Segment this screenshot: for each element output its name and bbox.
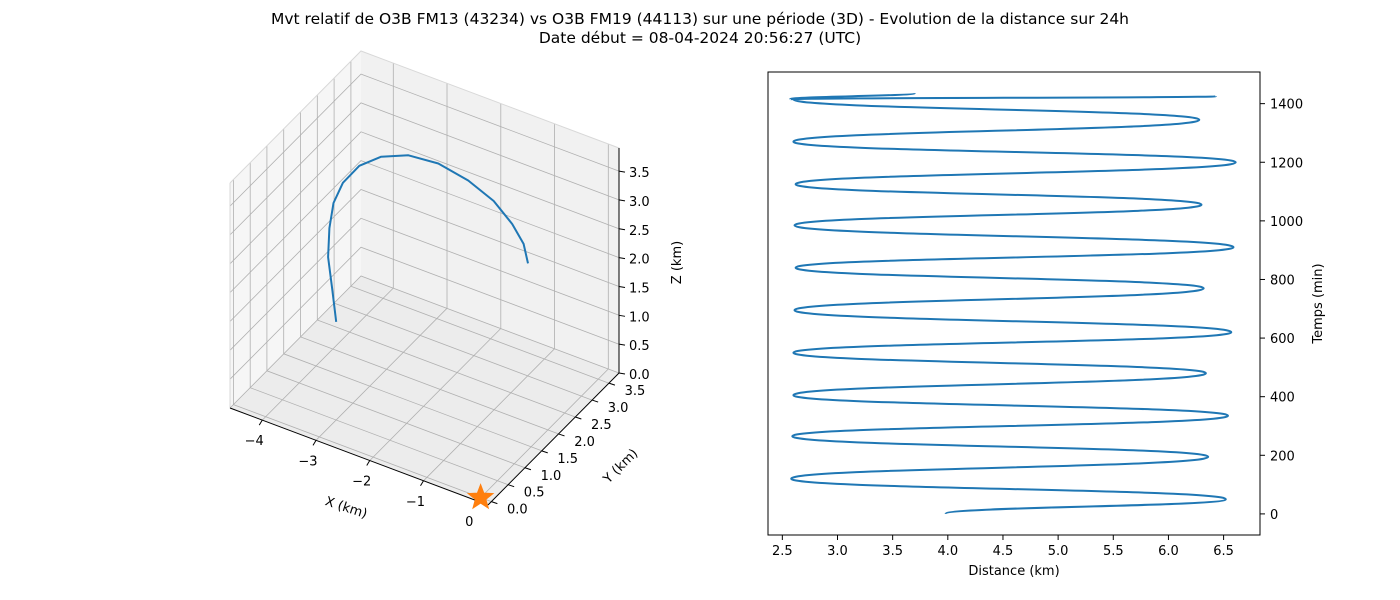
grid-line-z [229, 275, 620, 409]
y-tick-label: 1000 [1270, 215, 1303, 230]
y-tick-label: 2.0 [574, 435, 595, 450]
grid-line-z [229, 160, 620, 293]
grid-line-z [229, 131, 620, 265]
y-tick-label: 1400 [1270, 98, 1303, 113]
y-tick-label: 3.5 [625, 384, 646, 399]
x-tick-label: −4 [245, 434, 264, 449]
y-tick [591, 399, 599, 403]
y-tick-label: 800 [1270, 273, 1295, 288]
x-tick-label: 2.5 [772, 544, 793, 559]
y-tick [507, 484, 515, 488]
z-tick [618, 314, 626, 317]
z-tick-label: 2.0 [629, 253, 650, 268]
figure-subtitle: Date début = 08-04-2024 20:56:27 (UTC) [538, 29, 862, 47]
z-tick [618, 257, 626, 260]
grid-line-z [229, 217, 620, 351]
x-tick-label: 6.0 [1158, 544, 1179, 559]
x-tick-label: −2 [352, 475, 371, 490]
y-tick [558, 433, 565, 437]
y-tick-label: 400 [1270, 391, 1295, 406]
x-tick-label: 4.0 [937, 544, 958, 559]
x-tick-label: −1 [406, 495, 425, 510]
z-tick-label: 2.5 [629, 224, 650, 239]
z-tick [618, 199, 626, 202]
x-tick-label: 4.5 [993, 544, 1014, 559]
z-tick-label: 1.5 [629, 281, 650, 296]
x-axis-line [229, 407, 489, 506]
x-tick-label: 5.0 [1048, 544, 1069, 559]
x-tick-label: 3.5 [882, 544, 903, 559]
grid-line-z [229, 189, 620, 322]
plot-frame [767, 71, 1261, 536]
series-line-3d [327, 154, 529, 323]
y-tick-label: 0.5 [524, 486, 545, 501]
chart-2d: 2.5 3.0 3.5 4.0 4.5 5.0 5.5 6.0 6.5 0 200 400 600 800… [767, 71, 1326, 579]
y-tick-label: 0 [1270, 508, 1278, 523]
x-tick [366, 460, 371, 466]
x-tick [312, 440, 317, 446]
y-tick [491, 501, 498, 505]
grid-line-z [229, 246, 620, 380]
z-tick [618, 343, 626, 346]
z-tick-label: 0.0 [629, 368, 650, 383]
z-tick-label: 3.0 [629, 195, 650, 210]
chart-3d: −4−3−2−100.00.51.01.52.02.53.03.50.00.51… [229, 50, 685, 530]
distance-series-line [789, 92, 1237, 515]
y-axis-label: Temps (min) [1311, 263, 1326, 344]
origin-star-marker [466, 483, 495, 510]
z-tick-label: 1.0 [629, 310, 650, 325]
x-tick [420, 480, 424, 487]
y-tick-label: 1.0 [541, 469, 562, 484]
z-tick-label: 3.5 [629, 166, 650, 181]
x-tick [258, 419, 263, 426]
y-axis-label: Y (km) [600, 446, 641, 487]
y-axis-line [487, 372, 620, 506]
floor-pane [230, 276, 619, 505]
x-axis-label: X (km) [323, 494, 369, 522]
y-tick-label: 1.5 [557, 452, 578, 467]
y-tick-label: 1200 [1270, 156, 1303, 171]
y-tick [524, 467, 532, 471]
y-tick-label: 3.0 [608, 401, 629, 416]
x-tick-label: 3.0 [827, 544, 848, 559]
y-tick-label: 0.0 [507, 503, 528, 518]
figure-title: Mvt relatif de O3B FM13 (43234) vs O3B F… [270, 10, 1130, 28]
y-tick-label: 200 [1270, 449, 1295, 464]
x-tick-label: 0 [465, 515, 473, 530]
z-tick-label: 0.5 [629, 339, 650, 354]
z-tick [618, 228, 626, 231]
z-tick [618, 372, 626, 375]
x-axis-label: Distance (km) [968, 564, 1059, 579]
y-tick-label: 2.5 [591, 418, 612, 433]
x-tick-label: 5.5 [1103, 544, 1124, 559]
grid-line-z [229, 102, 620, 236]
x-tick-label: 6.5 [1213, 544, 1234, 559]
y-tick [608, 382, 616, 386]
y-tick [575, 416, 582, 420]
z-tick [618, 170, 626, 173]
z-axis-label: Z (km) [670, 241, 685, 284]
y-tick-label: 600 [1270, 332, 1295, 347]
left-pane [230, 51, 361, 408]
x-tick-label: −3 [298, 454, 317, 469]
grid-line-z [229, 73, 620, 207]
y-tick [541, 450, 548, 454]
z-tick [618, 285, 626, 288]
